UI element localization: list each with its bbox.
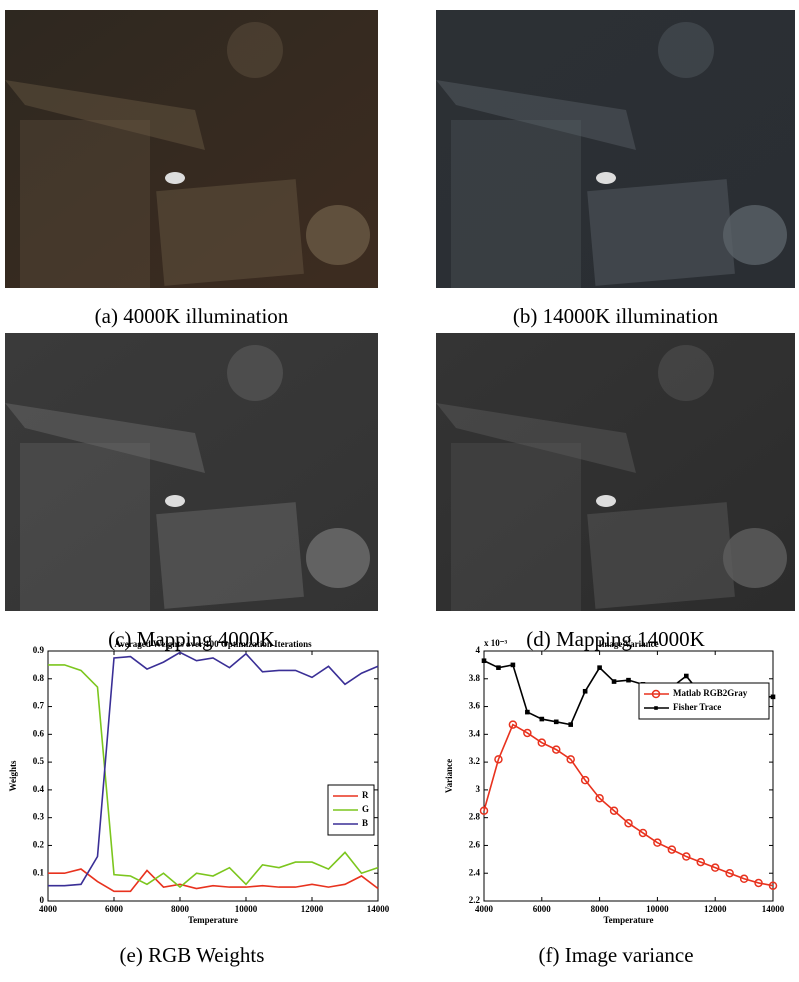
point: [771, 695, 775, 699]
point: [627, 678, 631, 682]
x-tick-label: 4000: [475, 904, 494, 914]
y-tick-label: 4: [476, 645, 481, 655]
poster: [451, 120, 581, 288]
chart-title: Image Variance: [598, 639, 658, 649]
spoon: [165, 495, 185, 507]
apple: [658, 22, 714, 78]
point: [511, 663, 515, 667]
apple: [658, 345, 714, 401]
apple: [227, 345, 283, 401]
legend-label: Fisher Trace: [673, 702, 721, 712]
poster: [451, 443, 581, 611]
apple: [227, 22, 283, 78]
x-tick-label: 12000: [704, 904, 727, 914]
y-tick-label: 0.5: [33, 756, 45, 766]
photo: [436, 10, 795, 288]
y-tick-label: 2.4: [469, 867, 481, 877]
point: [497, 666, 501, 670]
poster: [20, 443, 150, 611]
x-tick-label: 14000: [762, 904, 785, 914]
y-tick-label: 3.6: [469, 701, 481, 711]
y-tick-label: 2.8: [469, 812, 481, 822]
figure: (a) 4000K illumination (b) 14000K illumin…: [0, 0, 799, 977]
point: [569, 723, 573, 727]
y-scale-label: x 10⁻³: [484, 638, 508, 648]
x-tick-label: 8000: [591, 904, 610, 914]
color-chart: [587, 502, 735, 609]
y-tick-label: 2.6: [469, 840, 481, 850]
legend-label: G: [362, 804, 369, 814]
x-tick-label: 14000: [367, 904, 390, 914]
panel-caption: (b) 14000K illumination: [513, 304, 719, 328]
chart-title: Averaged Weights over 100 Optimization I…: [114, 639, 312, 649]
poster: [20, 120, 150, 288]
disc: [306, 205, 370, 265]
point: [583, 689, 587, 693]
color-chart: [587, 179, 735, 286]
color-chart: [156, 179, 304, 286]
y-tick-label: 0.7: [33, 701, 45, 711]
point: [526, 710, 530, 714]
disc: [723, 205, 787, 265]
y-axis-label: Weights: [8, 760, 18, 792]
y-tick-label: 0.3: [33, 812, 45, 822]
disc: [306, 528, 370, 588]
spoon: [165, 172, 185, 184]
y-tick-label: 0.2: [33, 840, 45, 850]
legend-label: R: [362, 790, 369, 800]
series-line: [484, 725, 773, 886]
panel-caption: (a) 4000K illumination: [95, 304, 289, 328]
point: [554, 720, 558, 724]
x-tick-label: 8000: [171, 904, 190, 914]
y-tick-label: 0.1: [33, 867, 45, 877]
y-tick-label: 0.9: [33, 645, 45, 655]
disc: [723, 528, 787, 588]
point: [482, 659, 486, 663]
chart-caption: (e) RGB Weights: [120, 943, 265, 967]
y-tick-label: 3.8: [469, 673, 481, 683]
x-tick-label: 4000: [39, 904, 58, 914]
x-tick-label: 10000: [646, 904, 669, 914]
photo: [5, 333, 378, 611]
photo: [5, 10, 378, 288]
color-chart: [156, 502, 304, 609]
legend-marker: [654, 706, 658, 710]
series-line: [48, 869, 378, 891]
legend-label: B: [362, 818, 368, 828]
point: [612, 680, 616, 684]
y-tick-label: 0.8: [33, 673, 45, 683]
point: [685, 674, 689, 678]
point: [598, 666, 602, 670]
x-tick-label: 6000: [105, 904, 124, 914]
y-axis-label: Variance: [444, 759, 454, 793]
spoon: [596, 172, 616, 184]
chart-caption: (f) Image variance: [538, 943, 693, 967]
y-tick-label: 3: [476, 784, 481, 794]
x-axis-label: Temperature: [604, 915, 654, 925]
x-tick-label: 10000: [235, 904, 258, 914]
photo: [436, 333, 795, 611]
x-tick-label: 12000: [301, 904, 324, 914]
x-tick-label: 6000: [533, 904, 552, 914]
y-tick-label: 3.2: [469, 756, 481, 766]
legend-label: Matlab RGB2Gray: [673, 688, 748, 698]
point: [540, 717, 544, 721]
y-tick-label: 0.4: [33, 784, 45, 794]
x-axis-label: Temperature: [188, 915, 238, 925]
spoon: [596, 495, 616, 507]
y-tick-label: 3.4: [469, 728, 481, 738]
y-tick-label: 0.6: [33, 728, 45, 738]
